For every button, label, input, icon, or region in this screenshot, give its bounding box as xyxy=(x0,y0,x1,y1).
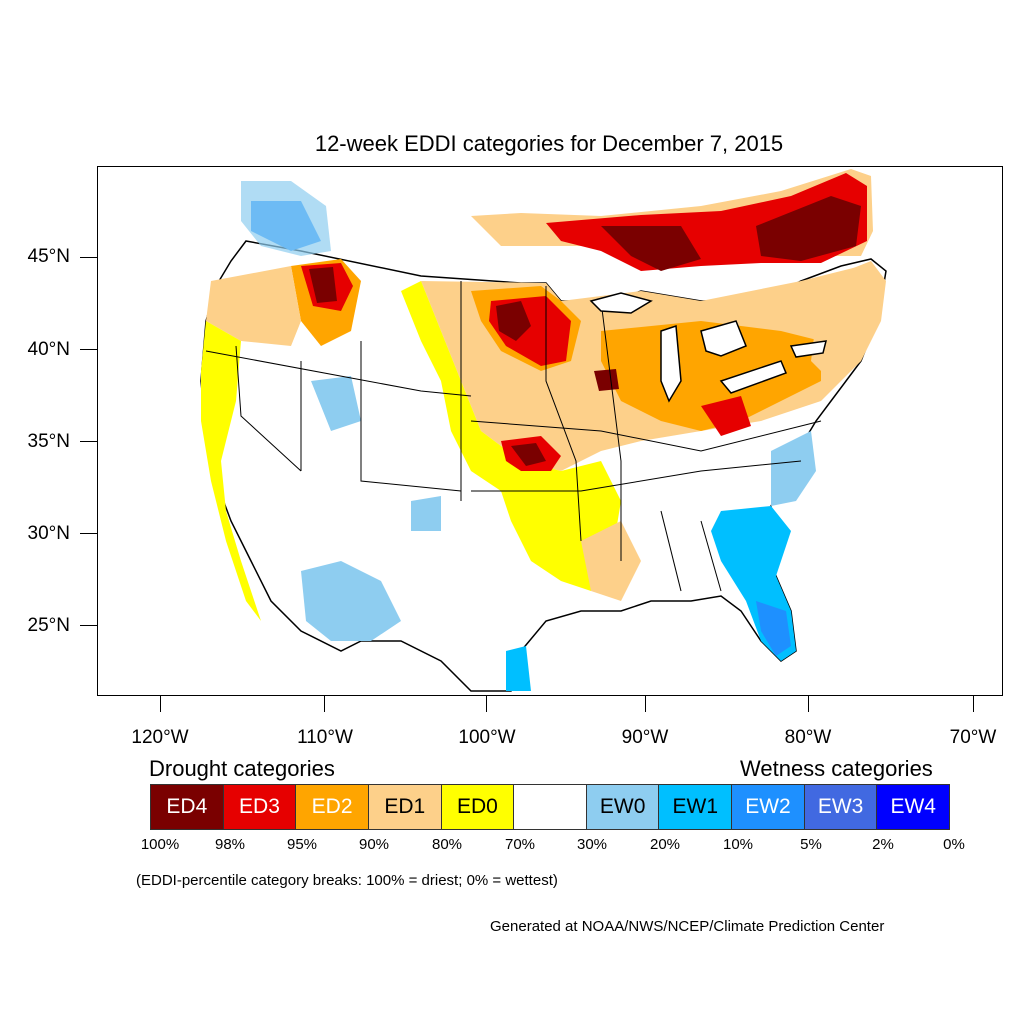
region-coastal-ew0 xyxy=(771,431,816,506)
legend-swatch-ed4: ED4 xyxy=(150,784,224,830)
region-dakotas-ed4 xyxy=(496,301,531,341)
legend-swatch-ed2: ED2 xyxy=(295,784,369,830)
category-legend: ED4 ED3 ED2 ED1 ED0 EW0 EW1 EW2 EW3 EW4 xyxy=(150,784,951,830)
legend-swatch-ew0: EW0 xyxy=(585,784,660,830)
legend-break-10: 10% xyxy=(722,836,754,853)
lon-tick-110 xyxy=(324,696,325,712)
region-southwest-ew0 xyxy=(301,561,401,641)
region-montana-ed4 xyxy=(309,267,337,303)
legend-break-95: 95% xyxy=(286,836,318,853)
canada-ed4-core-east xyxy=(756,196,861,261)
lon-tick-70 xyxy=(973,696,974,712)
legend-swatch-ew3: EW3 xyxy=(803,784,878,830)
region-ohio-ed2 xyxy=(601,321,821,431)
map-title: 12-week EDDI categories for December 7, … xyxy=(314,131,784,156)
legend-break-0: 0% xyxy=(943,836,965,853)
map-plot-area xyxy=(97,166,1003,696)
region-ia-ed4 xyxy=(594,369,619,391)
region-southeast-ew2 xyxy=(756,601,791,656)
legend-break-20: 20% xyxy=(649,836,681,853)
legend-break-5: 5% xyxy=(800,836,822,853)
lat-label-45: 45°N xyxy=(27,246,70,267)
legend-swatch-neutral xyxy=(513,784,587,830)
region-gulf-ed1 xyxy=(581,521,641,601)
wetness-categories-title: Wetness categories xyxy=(740,756,933,781)
lat-label-35: 35°N xyxy=(27,431,70,452)
legend-break-90: 90% xyxy=(358,836,390,853)
region-utah-ew0 xyxy=(311,376,361,431)
lat-tick-35 xyxy=(80,441,97,442)
region-northeast-ed1 xyxy=(811,261,886,381)
region-ky-ed3 xyxy=(701,396,751,436)
category-breaks-note: (EDDI-percentile category breaks: 100% =… xyxy=(136,872,558,889)
lon-tick-120 xyxy=(160,696,161,712)
lat-tick-25 xyxy=(80,625,97,626)
region-north-ed0 xyxy=(401,281,621,591)
lon-label-90: 90°W xyxy=(621,727,669,748)
legend-break-70: 70% xyxy=(504,836,536,853)
legend-swatch-ed3: ED3 xyxy=(222,784,297,830)
legend-swatch-ed1: ED1 xyxy=(367,784,442,830)
legend-break-100: 100% xyxy=(140,836,180,853)
lon-tick-100 xyxy=(486,696,487,712)
conus-map xyxy=(200,169,887,692)
legend-swatch-ew1: EW1 xyxy=(658,784,733,830)
lon-label-70: 70°W xyxy=(949,727,997,748)
lat-label-30: 30°N xyxy=(27,523,70,544)
lat-label-40: 40°N xyxy=(27,339,70,360)
lat-tick-30 xyxy=(80,533,97,534)
region-washington-ew0 xyxy=(241,181,331,256)
legend-swatch-ew4: EW4 xyxy=(876,784,951,830)
legend-break-30: 30% xyxy=(576,836,608,853)
lat-label-25: 25°N xyxy=(27,615,70,636)
credit-line: Generated at NOAA/NWS/NCEP/Climate Predi… xyxy=(490,918,885,935)
region-ks-ed4 xyxy=(511,443,546,466)
lat-tick-40 xyxy=(80,349,97,350)
legend-break-98: 98% xyxy=(214,836,246,853)
legend-swatch-ew2: EW2 xyxy=(731,784,805,830)
lat-tick-45 xyxy=(80,257,97,258)
legend-break-2: 2% xyxy=(872,836,894,853)
region-nm-ew0 xyxy=(411,496,441,531)
canada-ed4-core xyxy=(601,226,701,271)
lon-label-120: 120°W xyxy=(131,727,189,748)
lon-tick-80 xyxy=(808,696,809,712)
lon-label-80: 80°W xyxy=(784,727,832,748)
lon-label-110: 110°W xyxy=(297,727,353,748)
legend-break-80: 80% xyxy=(431,836,463,853)
legend-swatch-ed0: ED0 xyxy=(440,784,515,830)
region-west-coast-ed0 xyxy=(201,321,261,621)
lon-tick-90 xyxy=(645,696,646,712)
drought-categories-title: Drought categories xyxy=(149,756,335,781)
great-lakes xyxy=(589,292,827,403)
region-texas-ew1 xyxy=(506,646,531,691)
state-boundaries xyxy=(205,281,822,592)
lon-label-100: 100°W xyxy=(458,727,516,748)
region-pnw-ed1 xyxy=(206,266,301,346)
